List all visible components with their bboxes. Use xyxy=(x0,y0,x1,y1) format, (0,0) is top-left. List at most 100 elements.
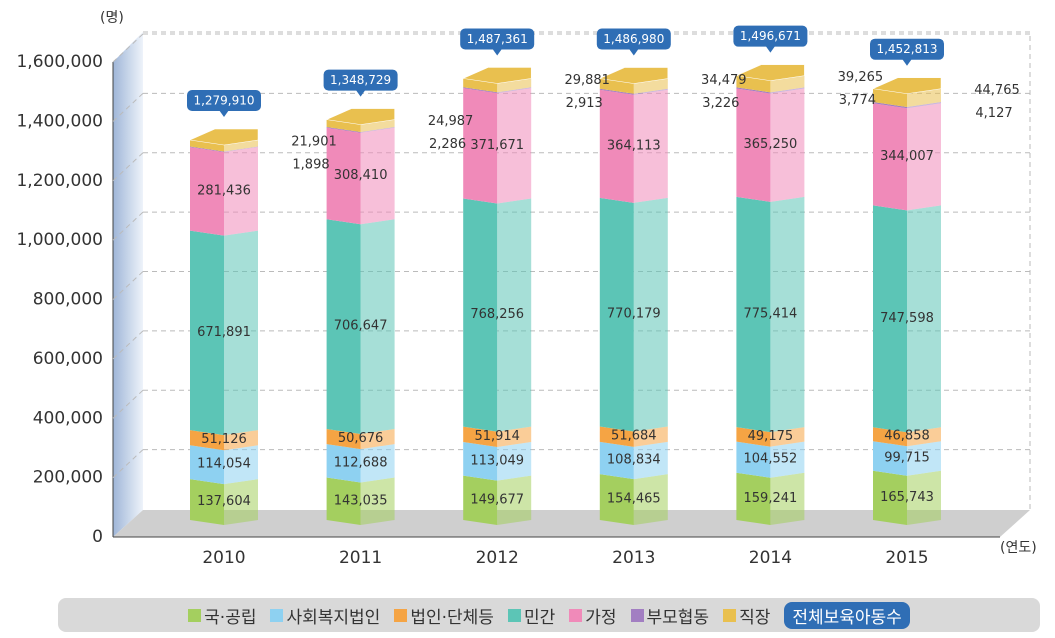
total-label: 1,452,813 xyxy=(876,42,937,56)
bar-segment-side xyxy=(497,442,532,481)
bar-top xyxy=(189,128,259,146)
value-label: 114,054 xyxy=(197,457,251,472)
x-tick-label: 2010 xyxy=(202,548,245,568)
bar-top xyxy=(462,67,532,84)
legend-label: 국·공립 xyxy=(204,607,257,628)
bar-segment-side xyxy=(907,101,941,109)
legend-item: 부모협동 xyxy=(630,603,710,628)
bar-segment-side xyxy=(224,147,258,236)
bar-segment-side xyxy=(497,88,532,204)
value-label: 29,881 xyxy=(564,73,610,88)
bar-segment-side xyxy=(360,127,395,225)
bar-segment-side xyxy=(224,445,258,485)
value-label: 1,898 xyxy=(292,158,329,173)
bar-segment xyxy=(190,445,224,485)
value-label: 34,479 xyxy=(701,73,747,88)
value-label: 49,175 xyxy=(748,429,794,444)
back-frame xyxy=(143,31,1031,510)
bar-segment-side xyxy=(770,196,805,433)
bar-segment xyxy=(190,479,224,525)
value-label: 143,035 xyxy=(334,493,388,508)
chart: (명) (연도) 0 200,000 400,000 600,000 800,000 1,… xyxy=(16,10,1037,568)
legend-swatch xyxy=(188,608,202,622)
bar-segment xyxy=(463,198,498,432)
bar-segment-side xyxy=(360,477,395,525)
bar-segment xyxy=(326,429,361,450)
legend-swatch xyxy=(394,608,408,622)
value-label: 104,552 xyxy=(744,452,798,467)
total-pointer xyxy=(492,48,503,56)
bar-segment xyxy=(599,441,634,480)
bar-segment xyxy=(326,119,361,133)
grid-line xyxy=(112,152,144,182)
bar-segment-side xyxy=(770,441,805,478)
value-label: 747,598 xyxy=(880,311,934,326)
y-unit-label: (명) xyxy=(100,10,124,26)
value-label: 113,049 xyxy=(470,453,524,468)
x-tick-label: 2011 xyxy=(339,548,382,568)
value-label: 21,901 xyxy=(291,135,337,150)
bar-segment-side xyxy=(497,87,532,94)
bar-segment-side xyxy=(360,444,395,483)
total-pointer xyxy=(219,110,229,118)
y-tick-label: 800,000 xyxy=(33,290,103,310)
bar-segment-side xyxy=(770,87,805,94)
value-label: 24,987 xyxy=(428,114,474,129)
grid-line xyxy=(112,449,144,478)
grid-line xyxy=(112,389,144,419)
total-callout xyxy=(596,28,671,50)
bar-segment-side xyxy=(633,89,668,203)
bar-segment xyxy=(463,87,498,94)
grid-line xyxy=(112,33,144,63)
value-label: 165,743 xyxy=(880,490,934,505)
value-label: 2,913 xyxy=(566,96,603,111)
legend-label: 부모협동 xyxy=(646,607,710,628)
legend-item: 민간 xyxy=(507,603,556,628)
x-unit-label: (연도) xyxy=(1000,540,1037,556)
x-tick-label: 2013 xyxy=(612,548,655,568)
total-callout xyxy=(870,38,944,60)
legend-swatch xyxy=(270,608,284,622)
legend-item: 가정 xyxy=(569,603,617,628)
legend-item: 사회복지법인 xyxy=(270,603,380,628)
x-tick-label: 2012 xyxy=(476,548,519,568)
bar-segment-side xyxy=(907,103,941,211)
bar-segment-side xyxy=(497,78,532,93)
value-label: 4,127 xyxy=(975,106,1012,121)
total-pointer xyxy=(765,45,776,53)
total-pointer xyxy=(902,58,912,66)
value-label: 44,765 xyxy=(974,83,1020,98)
bar-segment xyxy=(736,196,771,433)
x-tick-label: 2014 xyxy=(749,548,792,568)
bar-segment-side xyxy=(633,88,668,95)
total-callout xyxy=(323,69,398,91)
value-label: 770,179 xyxy=(607,307,661,322)
y-tick-label: 600,000 xyxy=(33,349,103,369)
legend-total: 전체보육아동수 xyxy=(784,601,910,629)
bar-segment xyxy=(190,146,224,153)
bar-segment xyxy=(736,87,771,94)
y-tick-label: 1,600,000 xyxy=(16,52,103,72)
legend-swatch xyxy=(630,608,644,622)
bar-segment xyxy=(873,427,907,447)
value-label: 768,256 xyxy=(470,307,524,322)
value-label: 364,113 xyxy=(607,138,661,153)
bar-segment-side xyxy=(360,119,395,133)
value-label: 50,676 xyxy=(338,431,384,446)
value-label: 2,286 xyxy=(429,137,466,152)
bar-segment-side xyxy=(770,472,805,525)
bar-segment xyxy=(599,88,634,95)
bar-segment xyxy=(736,75,771,93)
value-label: 39,265 xyxy=(838,70,884,85)
total-callout xyxy=(733,25,808,47)
bar-segment xyxy=(873,205,907,433)
bar-segment-side xyxy=(633,474,668,525)
bar-segment-side xyxy=(633,441,668,480)
bar-segment xyxy=(190,430,224,451)
value-label: 344,007 xyxy=(880,149,934,164)
bar-segment-side xyxy=(633,426,668,447)
bar-segment xyxy=(736,427,771,447)
bar-segment-side xyxy=(497,475,532,525)
legend-label: 민간 xyxy=(523,607,556,628)
total-pointer xyxy=(628,48,639,56)
